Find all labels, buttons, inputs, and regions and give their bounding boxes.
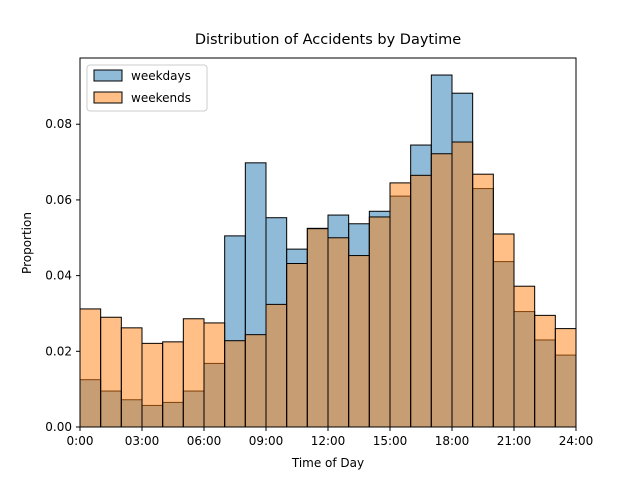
bar-weekends-1 bbox=[100, 316, 122, 428]
bar-weekends-3 bbox=[141, 342, 164, 428]
x-tick-label: 03:00 bbox=[125, 434, 160, 448]
bar-weekends-10 bbox=[286, 263, 308, 428]
legend-label-weekends: weekends bbox=[131, 91, 191, 105]
x-tick-label: 06:00 bbox=[187, 434, 222, 448]
y-axis-label: Proportion bbox=[20, 212, 34, 274]
y-tick-label: 0.04 bbox=[45, 269, 72, 283]
legend-swatch-weekdays bbox=[93, 69, 123, 82]
chart-title: Distribution of Accidents by Daytime bbox=[195, 32, 461, 48]
legend-label-weekdays: weekdays bbox=[131, 69, 191, 83]
x-tick-label: 09:00 bbox=[249, 434, 284, 448]
bar-weekends-23 bbox=[554, 328, 577, 428]
bar-weekends-6 bbox=[203, 322, 226, 428]
y-tick-label: 0.08 bbox=[45, 117, 72, 131]
bar-weekends-8 bbox=[244, 334, 267, 428]
y-tick-label: 0.06 bbox=[45, 193, 72, 207]
x-tick-label: 24:00 bbox=[559, 434, 594, 448]
bar-weekends-21 bbox=[513, 285, 536, 428]
bar-weekends-19 bbox=[472, 173, 494, 428]
y-tick-label: 0.00 bbox=[45, 420, 72, 434]
x-axis-label: Time of Day bbox=[291, 456, 364, 470]
bar-weekends-15 bbox=[389, 182, 412, 428]
x-tick-label: 0:00 bbox=[67, 434, 94, 448]
bar-weekends-17 bbox=[430, 153, 453, 428]
x-tick-label: 12:00 bbox=[311, 434, 346, 448]
bar-weekends-14 bbox=[368, 216, 391, 428]
y-tick-label: 0.02 bbox=[45, 344, 72, 358]
bar-weekends-0 bbox=[79, 308, 102, 428]
x-tick-label: 21:00 bbox=[497, 434, 532, 448]
bar-weekends-18 bbox=[451, 141, 474, 428]
bar-weekends-2 bbox=[120, 327, 143, 428]
legend: weekdays weekends bbox=[86, 64, 208, 112]
bar-weekends-5 bbox=[182, 318, 205, 428]
bar-weekends-12 bbox=[327, 237, 350, 428]
bar-weekends-9 bbox=[265, 303, 288, 428]
axes-layer: 0:00 03:00 06:00 09:00 12:00 15:00 18:00 21:00 2… bbox=[45, 57, 594, 448]
x-tick-label: 18:00 bbox=[435, 434, 470, 448]
bar-weekends-22 bbox=[534, 314, 556, 428]
legend-swatch-weekends bbox=[93, 91, 123, 104]
bar-weekends-20 bbox=[492, 233, 515, 428]
x-tick-label: 15:00 bbox=[373, 434, 408, 448]
bar-weekends-7 bbox=[224, 340, 246, 428]
bar-weekends-4 bbox=[162, 341, 184, 428]
bar-weekends-16 bbox=[410, 174, 432, 428]
bar-weekends-13 bbox=[348, 255, 370, 428]
bar-weekends-11 bbox=[306, 228, 329, 428]
